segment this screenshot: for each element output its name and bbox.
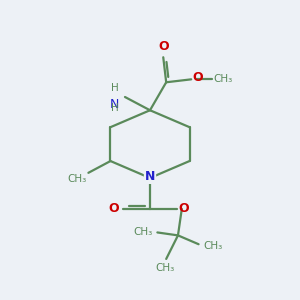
Text: H: H bbox=[111, 82, 119, 93]
Text: CH₃: CH₃ bbox=[155, 263, 174, 273]
Text: O: O bbox=[193, 71, 203, 84]
Text: H: H bbox=[111, 103, 119, 113]
Text: CH₃: CH₃ bbox=[68, 174, 87, 184]
Text: N: N bbox=[110, 98, 119, 112]
Text: N: N bbox=[145, 170, 155, 183]
Text: CH₃: CH₃ bbox=[203, 241, 222, 251]
Text: O: O bbox=[109, 202, 119, 215]
Text: O: O bbox=[178, 202, 189, 215]
Text: CH₃: CH₃ bbox=[134, 227, 153, 237]
Text: CH₃: CH₃ bbox=[213, 74, 232, 84]
Text: O: O bbox=[158, 40, 169, 53]
